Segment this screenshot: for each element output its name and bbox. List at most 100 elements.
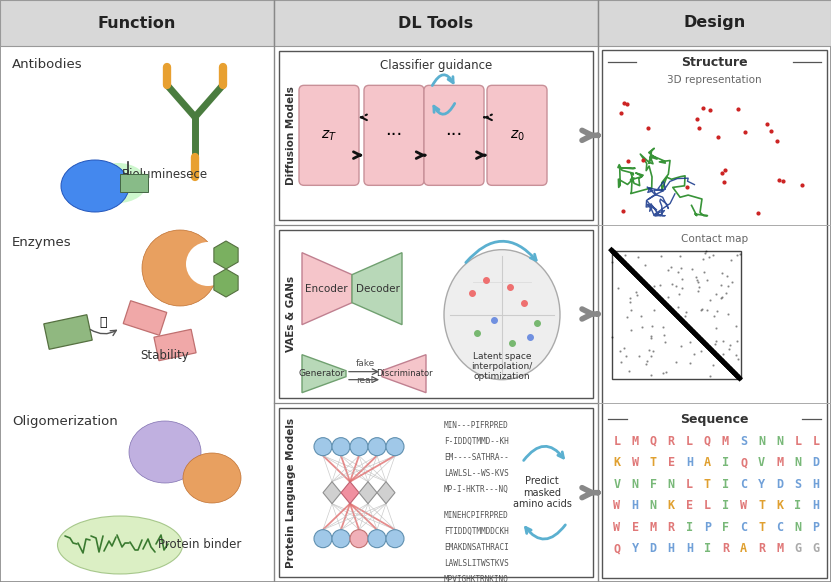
Text: FTIDDQTMMDDCKH: FTIDDQTMMDDCKH — [444, 527, 509, 536]
Text: Diffusion Models: Diffusion Models — [286, 86, 296, 184]
Text: Q: Q — [704, 435, 711, 448]
Text: Latent space
interpolation/
optimization: Latent space interpolation/ optimization — [471, 352, 533, 381]
Text: N: N — [776, 435, 784, 448]
Text: M: M — [776, 542, 784, 555]
Ellipse shape — [183, 453, 241, 503]
Text: I: I — [722, 456, 729, 469]
Text: ···: ··· — [445, 126, 463, 144]
Text: real: real — [356, 375, 373, 385]
Text: G: G — [794, 542, 801, 555]
Text: V: V — [758, 456, 765, 469]
Text: H: H — [686, 542, 693, 555]
Bar — [279, 409, 593, 577]
Text: Oligomerization: Oligomerization — [12, 415, 118, 428]
Circle shape — [368, 438, 386, 456]
Text: MPVIGHKTRNKINQ: MPVIGHKTRNKINQ — [444, 575, 509, 582]
Circle shape — [386, 530, 404, 548]
Polygon shape — [302, 253, 352, 325]
Text: Protein binder: Protein binder — [159, 538, 242, 552]
Polygon shape — [352, 253, 402, 325]
Ellipse shape — [444, 250, 560, 379]
Text: A: A — [740, 542, 747, 555]
Text: F: F — [650, 478, 656, 491]
Text: ···: ··· — [386, 126, 403, 144]
Text: N: N — [650, 499, 656, 512]
Polygon shape — [214, 269, 238, 297]
Text: 🔥: 🔥 — [99, 315, 106, 328]
Text: I: I — [722, 499, 729, 512]
Text: Generator: Generator — [299, 369, 345, 378]
Text: Discriminator: Discriminator — [376, 369, 432, 378]
Bar — [598, 0, 831, 46]
Text: P: P — [704, 521, 711, 534]
Text: P: P — [813, 521, 819, 534]
Text: Encoder: Encoder — [305, 283, 347, 294]
Text: R: R — [668, 521, 675, 534]
Text: Q: Q — [740, 456, 747, 469]
Polygon shape — [323, 482, 341, 503]
Text: MIN---PIFRPRED: MIN---PIFRPRED — [444, 421, 509, 430]
Text: K: K — [668, 499, 675, 512]
Text: N: N — [758, 435, 765, 448]
Circle shape — [332, 530, 350, 548]
Text: 3D representation: 3D representation — [667, 75, 762, 85]
Text: EMAKDNSATHRACI: EMAKDNSATHRACI — [444, 543, 509, 552]
Text: I: I — [794, 499, 801, 512]
Text: D: D — [650, 542, 656, 555]
Text: H: H — [632, 499, 639, 512]
Text: fake: fake — [356, 359, 376, 368]
Ellipse shape — [61, 160, 129, 212]
Text: M: M — [722, 435, 729, 448]
Text: W: W — [632, 456, 639, 469]
Bar — [274, 0, 598, 46]
Text: Enzymes: Enzymes — [12, 236, 71, 249]
Text: E: E — [668, 456, 675, 469]
Text: Stability: Stability — [140, 349, 189, 361]
Text: H: H — [813, 499, 819, 512]
Text: MINEHCPIFRPRED: MINEHCPIFRPRED — [444, 511, 509, 520]
Bar — [44, 315, 92, 349]
Text: E: E — [632, 521, 639, 534]
Text: H: H — [668, 542, 675, 555]
Polygon shape — [359, 482, 377, 503]
Text: W: W — [740, 499, 747, 512]
Text: R: R — [722, 542, 729, 555]
Text: F-IDDQTMMD--KH: F-IDDQTMMD--KH — [444, 437, 509, 446]
Bar — [279, 51, 593, 219]
Bar — [0, 0, 274, 46]
Text: LAWLSL--WS-KVS: LAWLSL--WS-KVS — [444, 469, 509, 478]
Text: C: C — [740, 478, 747, 491]
Bar — [120, 174, 148, 192]
Circle shape — [186, 242, 230, 286]
Text: N: N — [632, 478, 639, 491]
Text: Design: Design — [683, 16, 745, 30]
Text: Y: Y — [758, 478, 765, 491]
Circle shape — [314, 438, 332, 456]
Polygon shape — [302, 354, 346, 393]
Text: Y: Y — [632, 542, 639, 555]
Text: T: T — [650, 456, 656, 469]
FancyBboxPatch shape — [424, 86, 484, 185]
Text: LAWLSLITWSTKVS: LAWLSLITWSTKVS — [444, 559, 509, 568]
FancyBboxPatch shape — [487, 86, 547, 185]
Bar — [279, 230, 593, 398]
Text: Classifier guidance: Classifier guidance — [380, 59, 492, 73]
Text: Sequence: Sequence — [681, 413, 749, 426]
Text: V: V — [613, 478, 621, 491]
Text: T: T — [758, 521, 765, 534]
Polygon shape — [382, 354, 426, 393]
Text: Decoder: Decoder — [356, 283, 400, 294]
Text: $z_0$: $z_0$ — [509, 128, 524, 143]
Ellipse shape — [57, 516, 183, 574]
Text: EM----SATHRA--: EM----SATHRA-- — [444, 453, 509, 462]
Text: C: C — [740, 521, 747, 534]
Text: M: M — [632, 435, 639, 448]
Circle shape — [332, 438, 350, 456]
Text: Bioluminesece: Bioluminesece — [122, 169, 208, 182]
Text: N: N — [668, 478, 675, 491]
Bar — [123, 301, 167, 335]
Text: D: D — [813, 456, 819, 469]
Text: E: E — [686, 499, 693, 512]
Bar — [602, 50, 827, 578]
Text: I: I — [722, 478, 729, 491]
